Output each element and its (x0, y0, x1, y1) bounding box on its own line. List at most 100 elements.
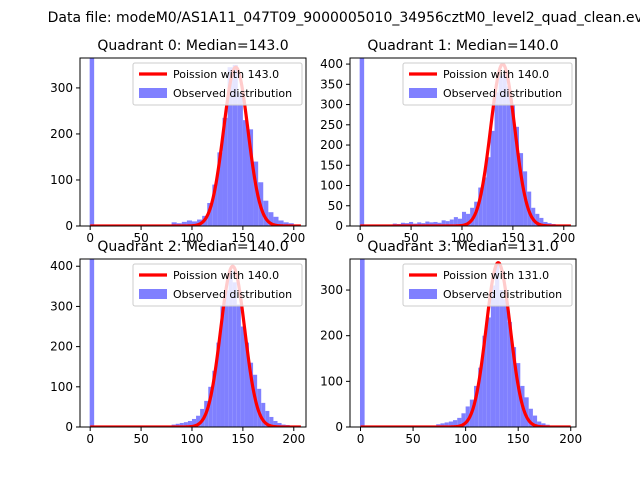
histogram-bar (486, 317, 491, 427)
histogram-bar (478, 187, 483, 226)
histogram-bar (465, 406, 470, 427)
panel-quadrant-3: 0 50 100 150 200 0 100 200 300 Quadrant 3: Median… (320, 239, 582, 446)
legend-label-poisson: Poission with 131.0 (443, 269, 549, 282)
poisson-curve (89, 65, 302, 226)
y-tick-label: 300 (320, 98, 343, 112)
histogram-bar (444, 422, 449, 427)
x-tick-label: 150 (231, 231, 254, 245)
histogram-bar (236, 304, 241, 427)
poisson-curve (359, 261, 572, 427)
y-tick-label: 0 (65, 219, 73, 233)
histogram-bar (191, 221, 198, 226)
histogram-bar (433, 221, 438, 226)
panel-quadrant-1: 0 50 100 150 200 0 50 100 150 200 250 300 350 400 Quad… (320, 38, 577, 245)
y-tick-label: 400 (50, 259, 73, 273)
x-tick-label: 0 (86, 432, 94, 446)
histogram-bar (283, 222, 289, 226)
histogram-bar (466, 213, 471, 226)
histogram-bar (220, 306, 225, 427)
y-tick-label: 250 (320, 118, 343, 132)
histogram-bar (216, 342, 221, 427)
histogram-bar (506, 86, 511, 226)
histogram-bar (429, 222, 434, 226)
histogram-bar (183, 422, 188, 427)
histogram-bar (278, 220, 284, 226)
histogram-bar (196, 415, 201, 427)
histogram-bar (425, 221, 430, 226)
histogram-bar (441, 220, 446, 226)
histogram-bar (273, 420, 278, 427)
histogram-bar (478, 367, 483, 427)
histogram-bar (498, 76, 503, 226)
histogram-bar (240, 326, 245, 427)
y-tick-label: 300 (50, 81, 73, 95)
histogram-bar (537, 421, 542, 427)
histogram-bar (461, 211, 467, 226)
plot-area (89, 259, 302, 427)
histogram-bar (227, 67, 233, 226)
histogram-bar (490, 130, 495, 226)
legend-box (402, 62, 573, 106)
axes-frame (349, 258, 577, 428)
histogram-bar (539, 217, 544, 226)
x-tick-label: 150 (507, 432, 530, 446)
legend-box (132, 263, 303, 307)
histogram-bar (212, 184, 218, 226)
y-tick-label: 0 (335, 420, 343, 434)
y-tick-label: 50 (328, 199, 343, 213)
y-tick-label: 100 (50, 380, 73, 394)
y-tick-label: 100 (320, 374, 343, 388)
histogram-bar (237, 92, 243, 226)
histogram-bar (212, 370, 217, 427)
axes-frame (79, 57, 307, 227)
histogram-bar (268, 212, 274, 226)
histogram-bar (207, 202, 213, 226)
histogram-bar (535, 213, 540, 226)
histogram-bar (495, 264, 500, 427)
histogram-bar (228, 270, 233, 427)
histogram-bar (261, 402, 266, 427)
histogram-bar (449, 219, 454, 226)
legend-label-poisson: Poission with 143.0 (173, 68, 279, 81)
histogram-bar (244, 342, 249, 427)
histogram-bar (222, 117, 228, 226)
y-tick-label: 150 (320, 158, 343, 172)
histogram-bar (265, 410, 270, 427)
histogram-bar (89, 58, 95, 226)
legend-swatch-observed (139, 88, 167, 98)
histogram-bar (528, 408, 533, 427)
y-tick-label: 200 (320, 329, 343, 343)
histogram-bar (400, 222, 405, 226)
x-tick-label: 100 (454, 432, 477, 446)
histogram-bar (186, 220, 192, 226)
legend-label-poisson: Poission with 140.0 (173, 269, 279, 282)
histogram-bar (448, 421, 454, 427)
legend: Poission with 140.0 Observed distribution (402, 62, 573, 106)
y-tick-label: 200 (50, 340, 73, 354)
histogram-bar (277, 422, 282, 427)
y-tick-label: 100 (320, 179, 343, 193)
histogram-bar (248, 362, 254, 427)
poisson-curve (359, 62, 572, 226)
panel-quadrant-2: 0 50 100 150 200 0 100 200 300 400 Quadrant 2: Med… (50, 239, 307, 446)
x-tick-label: 50 (133, 231, 148, 245)
legend: Poission with 143.0 Observed distribution (132, 62, 303, 106)
histogram-bar (502, 74, 507, 226)
y-tick-label: 350 (320, 77, 343, 91)
histogram-bar (516, 363, 521, 427)
histogram-bar (269, 416, 274, 427)
histogram-bar (499, 290, 504, 427)
histogram-bar (457, 417, 462, 427)
poisson-curve (89, 264, 302, 427)
x-tick-label: 100 (181, 231, 204, 245)
x-tick-label: 200 (282, 231, 305, 245)
panel-title: Quadrant 2: Median=140.0 (97, 239, 288, 255)
histogram-bar (490, 285, 496, 427)
histogram-bar (543, 221, 548, 226)
x-tick-label: 50 (133, 432, 148, 446)
y-tick-label: 0 (65, 420, 73, 434)
y-tick-label: 0 (335, 219, 343, 233)
legend-label-poisson: Poission with 140.0 (443, 68, 549, 81)
x-tick-label: 150 (501, 231, 524, 245)
y-tick-label: 400 (320, 57, 343, 71)
